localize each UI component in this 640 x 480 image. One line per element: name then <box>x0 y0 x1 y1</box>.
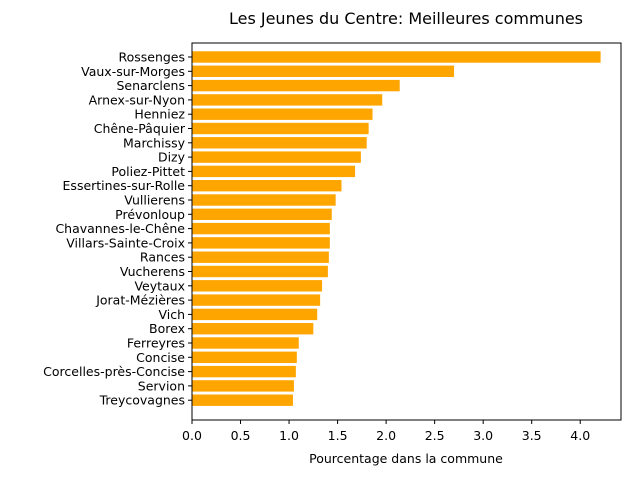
y-tick-label: Vaux-sur-Morges <box>81 64 185 79</box>
y-tick-label: Villars-Sainte-Croix <box>66 235 185 250</box>
y-tick-label: Corcelles-près-Concise <box>43 364 185 379</box>
bar <box>192 208 332 220</box>
x-tick-label: 2.5 <box>425 428 445 443</box>
bars-group <box>192 51 601 406</box>
y-tick-label: Veytaux <box>134 278 185 293</box>
y-tick-label: Senarclens <box>116 78 185 93</box>
y-tick-label: Essertines-sur-Rolle <box>63 178 186 193</box>
x-tick-label: 3.5 <box>522 428 542 443</box>
bar <box>192 365 296 378</box>
y-tick-label: Concise <box>136 350 185 365</box>
bar <box>192 165 356 178</box>
y-tick-label: Vullierens <box>124 193 185 208</box>
x-tick-label: 4.0 <box>570 428 590 443</box>
bar <box>192 265 328 278</box>
x-tick-label: 1.0 <box>279 428 299 443</box>
bar <box>192 51 601 63</box>
y-tick-label: Chêne-Pâquier <box>94 121 186 136</box>
bar <box>192 251 329 263</box>
y-tick-label: Henniez <box>134 107 185 122</box>
x-tick-label: 2.0 <box>376 428 396 443</box>
y-tick-label: Vucherens <box>120 264 185 279</box>
bar <box>192 137 367 149</box>
y-tick-label: Chavannes-le-Chêne <box>55 221 185 236</box>
chart-title: Les Jeunes du Centre: Meilleures commune… <box>229 9 583 28</box>
y-tick-label: Rances <box>140 250 185 265</box>
y-tick-label: Treycovagnes <box>99 393 185 408</box>
x-tick-label: 0.0 <box>182 428 202 443</box>
bar <box>192 323 314 335</box>
y-tick-label: Vich <box>158 307 185 322</box>
bar <box>192 380 294 392</box>
y-tick-label: Ferreyres <box>127 336 185 351</box>
y-tick-label: Prévonloup <box>115 207 185 222</box>
bar <box>192 79 400 92</box>
x-axis-label: Pourcentage dans la commune <box>309 451 503 466</box>
bar <box>192 108 373 120</box>
y-tick-label: Poliez-Pittet <box>111 164 185 179</box>
bar <box>192 394 293 406</box>
bar <box>192 237 330 249</box>
bar <box>192 351 297 363</box>
y-tick-label: Dizy <box>158 150 186 165</box>
bar <box>192 294 321 306</box>
bar <box>192 337 299 349</box>
bar <box>192 280 323 292</box>
y-tick-label: Marchissy <box>123 135 186 150</box>
x-tick-label: 3.0 <box>473 428 493 443</box>
bar <box>192 180 342 192</box>
bar <box>192 194 336 206</box>
y-tick-label: Servion <box>138 378 185 393</box>
bar <box>192 222 330 235</box>
y-tick-label: Arnex-sur-Nyon <box>89 92 185 107</box>
y-tick-label: Rossenges <box>118 50 185 65</box>
x-tick-label: 0.5 <box>231 428 251 443</box>
bar <box>192 65 455 77</box>
bar <box>192 308 318 321</box>
y-tick-label: Borex <box>149 321 185 336</box>
x-tick-label: 1.5 <box>328 428 348 443</box>
bar <box>192 151 361 163</box>
y-tick-label: Jorat-Mézières <box>95 293 185 308</box>
bar <box>192 122 369 135</box>
y-axis-ticks: RossengesVaux-sur-MorgesSenarclensArnex-… <box>43 50 192 408</box>
bar <box>192 94 383 106</box>
x-axis-ticks: 0.0 0.5 1.0 1.5 2.0 2.5 3.0 3.5 4.0 <box>182 420 590 443</box>
plot-frame <box>191 42 622 421</box>
